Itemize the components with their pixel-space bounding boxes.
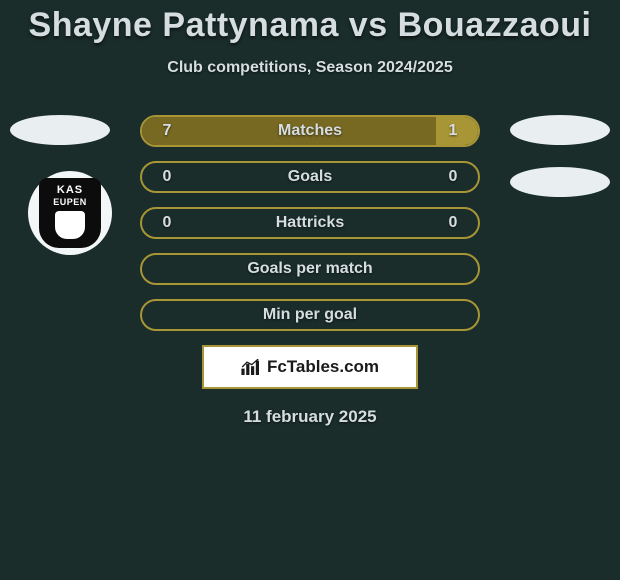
stats-area: KAS EUPEN 7Matches10Goals00Hattricks0Goa…: [0, 115, 620, 427]
stat-label: Hattricks: [192, 214, 428, 232]
stat-label: Goals: [192, 168, 428, 186]
stat-rows: 7Matches10Goals00Hattricks0Goals per mat…: [140, 115, 480, 331]
stat-value-right: 0: [428, 214, 478, 232]
stat-label: Goals per match: [192, 260, 428, 278]
attribution-box: FcTables.com: [202, 345, 418, 389]
stat-row: Min per goal: [140, 299, 480, 331]
club-right-placeholder-icon: [510, 167, 610, 197]
stat-row: 0Goals0: [140, 161, 480, 193]
stat-value-left: 7: [142, 122, 192, 140]
stat-label: Min per goal: [192, 306, 428, 324]
stat-label: Matches: [192, 122, 428, 140]
player-right-placeholder-icon: [510, 115, 610, 145]
stat-value-left: 0: [142, 168, 192, 186]
page-subtitle: Club competitions, Season 2024/2025: [0, 59, 620, 77]
attribution-text: FcTables.com: [267, 357, 379, 377]
stat-value-right: 1: [428, 122, 478, 140]
stat-value-left: 0: [142, 214, 192, 232]
club-badge-line1: KAS: [57, 184, 83, 196]
stat-row: 0Hattricks0: [140, 207, 480, 239]
date-label: 11 february 2025: [0, 407, 620, 427]
club-badge-line2: EUPEN: [53, 197, 87, 207]
stat-row: 7Matches1: [140, 115, 480, 147]
stat-value-right: 0: [428, 168, 478, 186]
club-badge-inner: KAS EUPEN: [39, 178, 101, 248]
page-title: Shayne Pattynama vs Bouazzaoui: [0, 0, 620, 45]
club-crest-icon: [55, 211, 85, 239]
bar-chart-icon: [241, 359, 261, 375]
stat-row: Goals per match: [140, 253, 480, 285]
club-left-badge: KAS EUPEN: [28, 171, 112, 255]
player-left-placeholder-icon: [10, 115, 110, 145]
